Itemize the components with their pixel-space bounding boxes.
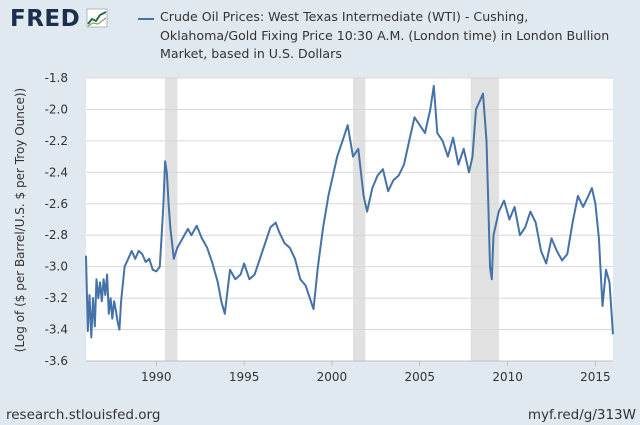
y-tick-label: -1.8 — [45, 71, 68, 85]
y-tick-label: -2.6 — [45, 197, 68, 211]
y-axis-ticks: -1.8 -2.0 -2.2 -2.4 -2.6 -2.8 -3.0 -3.2 -3.4 -3.6 — [45, 71, 68, 368]
x-tick-label: 2000 — [317, 370, 348, 384]
series-layer — [85, 84, 614, 339]
x-tick-label: 2010 — [492, 370, 523, 384]
legend-series-swatch — [138, 18, 154, 20]
y-axis-label: (Log of ($ per Barrel/U.S. $ per Troy Ou… — [13, 88, 27, 352]
fred-logo[interactable]: FRED — [10, 6, 81, 32]
fred-chart-logo-icon — [86, 8, 108, 28]
y-tick-label: -3.6 — [45, 354, 68, 368]
source-link[interactable]: research.stlouisfed.org — [6, 407, 161, 423]
x-tick-label: 1990 — [141, 370, 172, 384]
y-tick-label: -3.4 — [45, 323, 68, 337]
recession-band — [353, 78, 366, 361]
x-axis-ticks: 1990 1995 2000 2005 2010 2015 — [86, 360, 613, 384]
y-tick-label: -2.4 — [45, 165, 68, 179]
legend-series-label: Crude Oil Prices: West Texas Intermediat… — [160, 9, 610, 61]
x-tick-label: 1995 — [229, 370, 260, 384]
short-url-link[interactable]: myf.red/g/313W — [527, 407, 636, 423]
series-line — [85, 84, 614, 339]
x-tick-label: 2005 — [404, 370, 435, 384]
y-tick-label: -2.0 — [45, 102, 68, 116]
recession-band — [165, 78, 178, 361]
y-tick-label: -2.2 — [45, 134, 68, 148]
y-tick-label: -3.2 — [45, 291, 68, 305]
y-tick-label: -2.8 — [45, 228, 68, 242]
x-tick-label: 2015 — [580, 370, 611, 384]
y-tick-label: -3.0 — [45, 260, 68, 274]
